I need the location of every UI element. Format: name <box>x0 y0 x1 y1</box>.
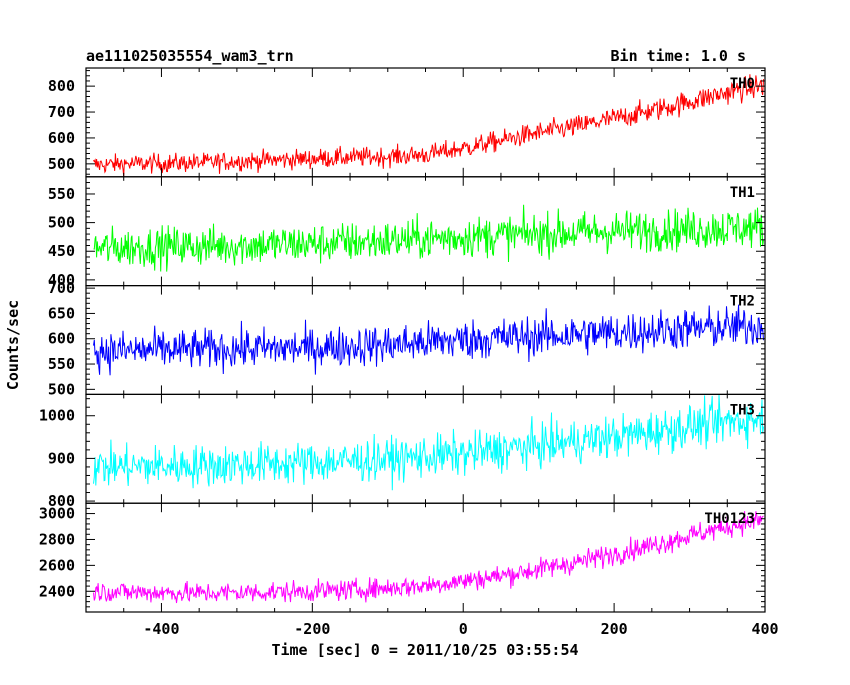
y-tick-label-th0: 600 <box>48 129 75 147</box>
x-tick-label: -200 <box>294 620 330 638</box>
x-tick-label: 0 <box>459 620 468 638</box>
y-tick-label-th2: 550 <box>48 355 75 373</box>
y-tick-label-th1: 400 <box>48 271 75 289</box>
y-tick-label-th0123: 2400 <box>39 582 75 600</box>
y-tick-label-th0123: 2600 <box>39 556 75 574</box>
y-tick-label-th0: 700 <box>48 103 75 121</box>
y-tick-label-th0: 800 <box>48 77 75 95</box>
x-tick-label: 200 <box>601 620 628 638</box>
panel-label-th0: TH0 <box>730 76 755 92</box>
observation-id: ae111025035554_wam3_trn <box>86 47 294 65</box>
x-axis: -400 -200 0 200 400 <box>143 620 778 638</box>
panel-th3: 800 900 1000 TH3 <box>39 393 766 510</box>
y-tick-label-th0123: 3000 <box>39 505 75 523</box>
y-tick-label-th3: 900 <box>48 449 75 467</box>
y-tick-label-th3: 800 <box>48 492 75 510</box>
y-tick-label-th1: 450 <box>48 242 75 260</box>
y-axis-label: Counts/sec <box>4 300 22 390</box>
y-tick-label-th1: 500 <box>48 214 75 232</box>
series-th1 <box>93 204 764 272</box>
panel-frame-th3 <box>85 393 766 504</box>
panel-label-th3: TH3 <box>730 402 755 418</box>
y-tick-label-th0123: 2800 <box>39 530 75 548</box>
bin-time-label: Bin time: 1.0 s <box>611 47 746 65</box>
panel-th2: 500 550 600 650 700 TH2 <box>48 279 766 398</box>
series-th0123 <box>93 511 764 604</box>
panel-label-th1: TH1 <box>730 185 755 201</box>
series-th2 <box>93 304 764 376</box>
y-tick-label-th0: 500 <box>48 155 75 173</box>
y-tick-label-th2: 700 <box>48 279 75 297</box>
y-tick-label-th3: 1000 <box>39 407 75 425</box>
x-tick-label: -400 <box>143 620 179 638</box>
y-tick-label-th2: 600 <box>48 330 75 348</box>
panel-th1: 400 450 500 550 TH1 <box>48 176 766 289</box>
panels-group: 500 600 700 800 TH0 400 450 500 550 TH1 500 550 600 6… <box>39 67 766 613</box>
series-th3 <box>93 394 764 491</box>
panel-label-th2: TH2 <box>730 294 755 310</box>
panel-th0: 500 600 700 800 TH0 <box>48 67 766 178</box>
y-tick-label-th1: 550 <box>48 185 75 203</box>
series-th0 <box>93 74 764 177</box>
y-tick-label-th2: 500 <box>48 380 75 398</box>
panel-frame-th1 <box>85 176 766 287</box>
panel-frame-th0 <box>85 67 766 178</box>
y-tick-label-th2: 650 <box>48 304 75 322</box>
x-tick-label: 400 <box>751 620 778 638</box>
panel-label-th0123: TH0123 <box>704 511 755 527</box>
x-axis-label: Time [sec] 0 = 2011/10/25 03:55:54 <box>271 641 578 659</box>
panel-th0123: 2400 2600 2800 3000 TH0123 <box>39 502 766 613</box>
